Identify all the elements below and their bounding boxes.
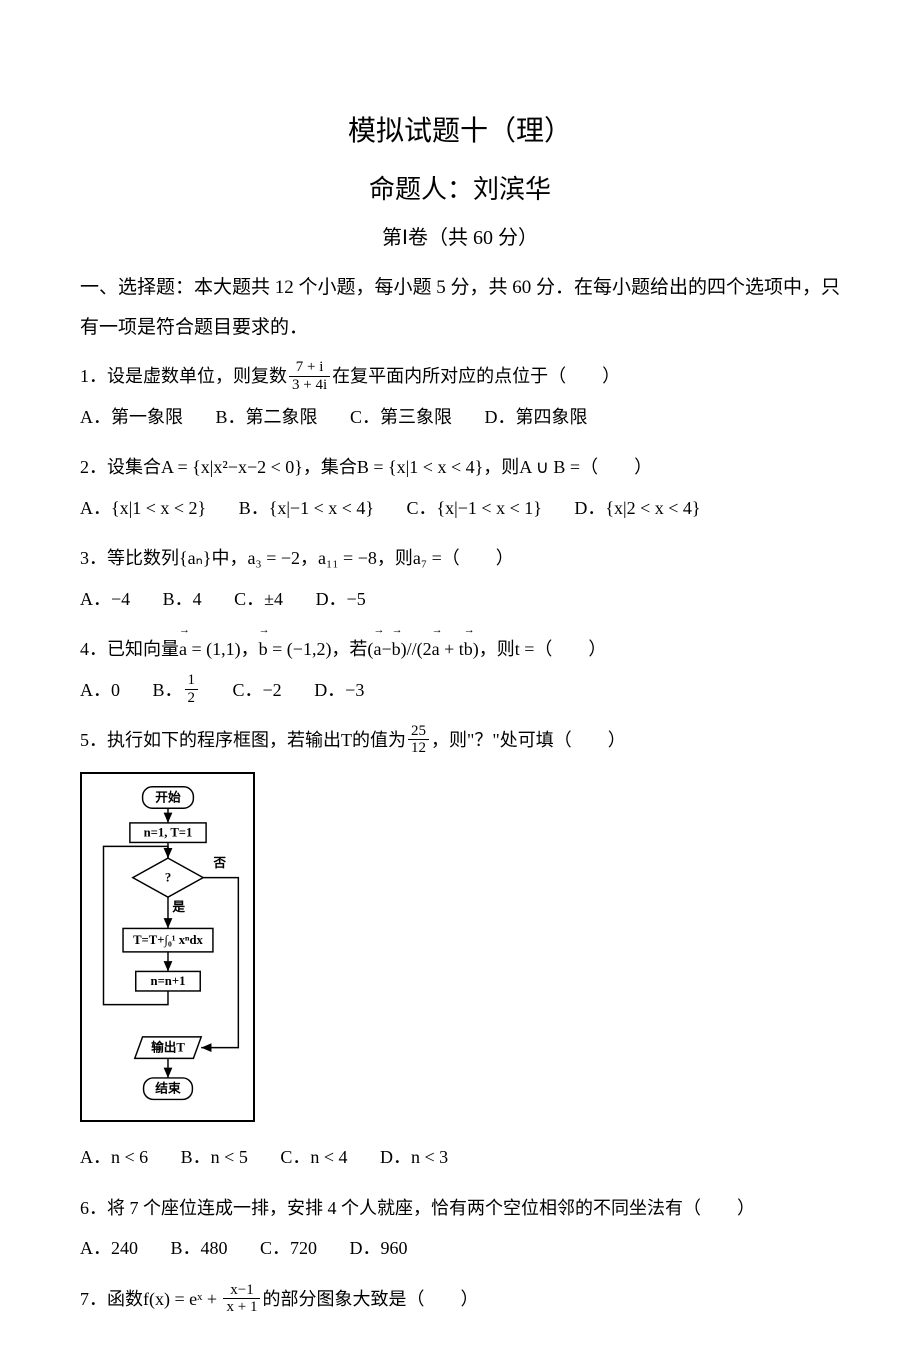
q2-opt-b: B．{x|−1 < x < 4} [239,489,374,529]
q4-b-den: 2 [185,690,199,707]
flowchart-container: 开始 n=1, T=1? 是 否 T=T+∫₀¹ xⁿdx n=n+1 输出T 结束 [80,772,840,1131]
section-header: 第Ⅰ卷（共 60 分） [80,222,840,254]
svg-text:?: ? [165,870,171,884]
question-5: 5．执行如下的程序框图，若输出T的值为2512，则"？"处可填（ ） [80,720,840,761]
q7-fraction: x−1x + 1 [223,1282,260,1316]
author-name: 刘滨华 [473,175,551,204]
q5-fraction: 2512 [408,723,429,757]
question-4: 4．已知向量a = (1,1)，b = (−1,2)，若(a−b)//(2a +… [80,629,840,710]
q3-opt-c: C．±4 [234,580,283,620]
q4-mid2: )//(2 [401,639,432,659]
q5-frac-den: 12 [408,740,429,757]
q4-mid1: − [381,639,391,659]
svg-text:开始: 开始 [155,789,181,804]
q4-prefix: 4．已知向量 [80,639,179,659]
question-1-text: 1．设是虚数单位，则复数7 + i3 + 4i在复平面内所对应的点位于（ ） [80,356,840,397]
question-5-options-row: A．n < 6 B．n < 5 C．n < 4 D．n < 3 [80,1138,840,1178]
question-5-options: A．n < 6 B．n < 5 C．n < 4 D．n < 3 [80,1138,840,1178]
q1-frac-num: 7 + i [289,359,330,377]
vector-a-2: a [373,629,381,670]
q4-suffix: )，则t =（ ） [473,639,607,659]
q4-opt-a: A．0 [80,671,120,711]
q6-opt-d: D．960 [350,1229,408,1269]
svg-text:输出T: 输出T [151,1039,185,1054]
q4-opt-b-frac: 12 [185,672,199,706]
q1-frac-den: 3 + 4i [289,377,330,394]
q4-opt-d: D．−3 [314,671,364,711]
svg-text:n=1, T=1: n=1, T=1 [144,825,193,839]
q4-b-eq: = (−1,2)，若( [268,639,374,659]
q5-frac-num: 25 [408,723,429,741]
section-instructions: 一、选择题：本大题共 12 个小题，每小题 5 分，共 60 分．在每小题给出的… [80,268,840,348]
q7-frac-num: x−1 [223,1282,260,1300]
question-6: 6．将 7 个座位连成一排，安排 4 个人就座，恰有两个空位相邻的不同坐法有（ … [80,1188,840,1269]
svg-text:是: 是 [171,899,185,913]
q4-mid3: + t [440,639,464,659]
question-2: 2．设集合A = {x|x²−x−2 < 0}，集合B = {x|1 < x <… [80,447,840,528]
vector-b-3: b [464,629,473,670]
q3-opt-b: B．4 [163,580,202,620]
q6-opt-a: A．240 [80,1229,138,1269]
q6-opt-b: B．480 [171,1229,228,1269]
svg-text:结束: 结束 [155,1080,181,1095]
question-2-text: 2．设集合A = {x|x²−x−2 < 0}，集合B = {x|1 < x <… [80,447,840,488]
q4-opt-c: C．−2 [233,671,282,711]
q3-opt-d: D．−5 [316,580,366,620]
q5-opt-b: B．n < 5 [181,1138,248,1178]
q5-opt-d: D．n < 3 [380,1138,448,1178]
q1-prefix: 1．设是虚数单位，则复数 [80,366,287,386]
question-1-options: A．第一象限 B．第二象限 C．第三象限 D．第四象限 [80,398,840,438]
q1-opt-a: A．第一象限 [80,398,183,438]
question-6-options: A．240 B．480 C．720 D．960 [80,1229,840,1269]
q1-suffix: 在复平面内所对应的点位于（ ） [332,366,620,386]
svg-text:n=n+1: n=n+1 [151,974,186,988]
q5-prefix: 5．执行如下的程序框图，若输出T的值为 [80,730,406,750]
author-line: 命题人：刘滨华 [80,169,840,211]
q7-prefix: 7．函数f(x) = eˣ + [80,1289,221,1309]
q2-opt-c: C．{x|−1 < x < 1} [407,489,542,529]
question-4-text: 4．已知向量a = (1,1)，b = (−1,2)，若(a−b)//(2a +… [80,629,840,670]
flowchart-diagram: 开始 n=1, T=1? 是 否 T=T+∫₀¹ xⁿdx n=n+1 输出T 结束 [80,772,255,1122]
question-7-text: 7．函数f(x) = eˣ + x−1x + 1的部分图象大致是（ ） [80,1279,840,1320]
page-title: 模拟试题十（理） [80,110,840,155]
q4-b-num: 1 [185,672,199,690]
question-3-text: 3．等比数列{aₙ}中，a₃ = −2，a₁₁ = −8，则a₇ =（ ） [80,538,840,579]
q4-a-eq: = (1,1)， [187,639,259,659]
question-4-options: A．0 B．12 C．−2 D．−3 [80,671,840,711]
question-7: 7．函数f(x) = eˣ + x−1x + 1的部分图象大致是（ ） [80,1279,840,1320]
vector-a-1: a [179,629,187,670]
q1-fraction: 7 + i3 + 4i [289,359,330,393]
question-1: 1．设是虚数单位，则复数7 + i3 + 4i在复平面内所对应的点位于（ ） A… [80,356,840,437]
q5-opt-c: C．n < 4 [280,1138,347,1178]
q6-opt-c: C．720 [260,1229,317,1269]
q4-opt-b: B．12 [153,671,201,711]
q5-opt-a: A．n < 6 [80,1138,148,1178]
q1-opt-c: C．第三象限 [350,398,452,438]
q4-opt-b-prefix: B． [153,680,183,700]
q1-opt-d: D．第四象限 [485,398,588,438]
q7-suffix: 的部分图象大致是（ ） [262,1289,478,1309]
svg-text:T=T+∫₀¹ xⁿdx: T=T+∫₀¹ xⁿdx [133,933,203,948]
vector-a-3: a [432,629,440,670]
vector-b-1: b [259,629,268,670]
q1-opt-b: B．第二象限 [216,398,318,438]
question-6-text: 6．将 7 个座位连成一排，安排 4 个人就座，恰有两个空位相邻的不同坐法有（ … [80,1188,840,1229]
question-5-text: 5．执行如下的程序框图，若输出T的值为2512，则"？"处可填（ ） [80,720,840,761]
question-2-options: A．{x|1 < x < 2} B．{x|−1 < x < 4} C．{x|−1… [80,489,840,529]
vector-b-2: b [392,629,401,670]
question-3-options: A．−4 B．4 C．±4 D．−5 [80,580,840,620]
author-label: 命题人： [369,175,473,204]
question-3: 3．等比数列{aₙ}中，a₃ = −2，a₁₁ = −8，则a₇ =（ ） A．… [80,538,840,619]
q2-opt-a: A．{x|1 < x < 2} [80,489,206,529]
svg-text:否: 否 [212,855,226,869]
q2-opt-d: D．{x|2 < x < 4} [574,489,700,529]
q5-suffix: ，则"？"处可填（ ） [431,730,626,750]
q3-opt-a: A．−4 [80,580,130,620]
